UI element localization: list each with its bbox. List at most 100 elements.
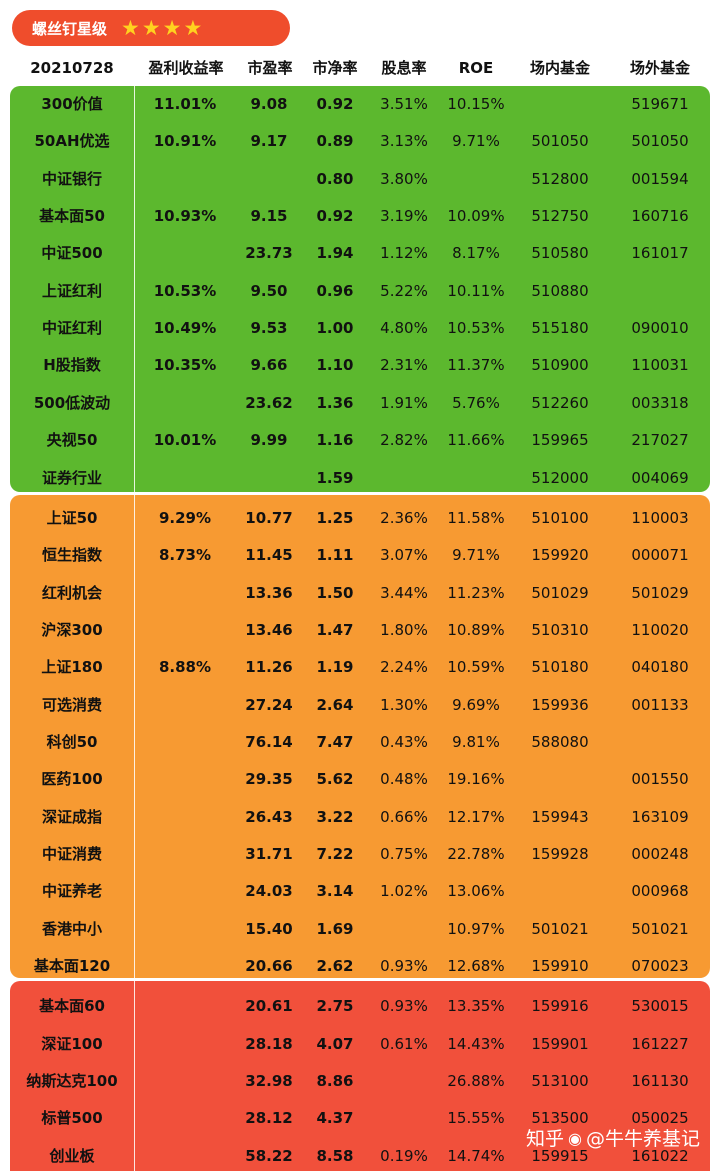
onexchange-fund: 159965: [531, 431, 589, 450]
dividend-yield: [368, 1100, 440, 1137]
dividend-yield: 2.31%: [380, 356, 428, 375]
table-row: H股指数 10.35% 9.66 1.10 2.31% 11.37% 510900 11003…: [0, 347, 720, 384]
onexchange-fund: 501029: [531, 583, 589, 602]
otc-fund: 050025: [631, 1109, 689, 1128]
index-name: 50AH优选: [34, 132, 110, 151]
roe-value: 10.59%: [447, 658, 505, 677]
onexchange-fund: 510100: [531, 508, 589, 527]
pb-value: 1.59: [316, 468, 354, 487]
earnings-yield: [138, 799, 232, 836]
earnings-yield: [138, 235, 232, 272]
pb-value: 2.62: [316, 957, 354, 976]
onexchange-fund: 510900: [531, 356, 589, 375]
otc-fund: [610, 724, 710, 761]
tier-red-block: [10, 981, 710, 1171]
pb-value: 1.11: [316, 546, 354, 565]
pb-value: 0.80: [316, 169, 354, 188]
pb-value: 1.16: [316, 431, 354, 450]
dividend-yield: [368, 460, 440, 497]
pb-value: 1.47: [316, 620, 354, 639]
pe-value: 20.61: [245, 997, 293, 1016]
table-row: 深证成指 26.43 3.22 0.66% 12.17% 159943 163109: [0, 799, 720, 836]
table-row: 创业板 58.22 8.58 0.19% 14.74% 159915 161022: [0, 1138, 720, 1175]
header-roe: ROE: [458, 59, 494, 77]
index-name: 医药100: [41, 770, 103, 789]
index-name: 300价值: [41, 95, 103, 113]
pb-value: 0.92: [316, 95, 354, 113]
otc-fund: 110020: [631, 620, 689, 639]
table-row: 可选消费 27.24 2.64 1.30% 9.69% 159936 001133: [0, 687, 720, 724]
earnings-yield: 9.29%: [158, 508, 212, 527]
table-header: 20210728 盈利收益率 市盈率 市净率 股息率 ROE 场内基金 场外基金: [0, 52, 720, 84]
camera-icon: ◉: [568, 1129, 582, 1148]
roe-value: 14.43%: [447, 1034, 505, 1053]
dividend-yield: 3.80%: [380, 169, 428, 188]
onexchange-fund: 159928: [531, 845, 589, 863]
onexchange-fund: 159915: [531, 1146, 589, 1165]
tier-orange-block: [10, 495, 710, 978]
earnings-yield: [138, 385, 232, 422]
earnings-yield: [138, 1063, 232, 1100]
dividend-yield: 2.82%: [380, 431, 428, 450]
watermark-platform: 知乎: [526, 1128, 565, 1150]
roe-value: 11.37%: [447, 356, 505, 375]
index-name: 深证成指: [41, 807, 102, 826]
index-name: 基本面50: [39, 207, 105, 226]
pe-value: 58.22: [245, 1146, 293, 1165]
dividend-yield: 1.91%: [380, 393, 428, 412]
index-name: 创业板: [49, 1146, 95, 1165]
earnings-yield: [138, 1026, 232, 1063]
index-name: 上证50: [46, 508, 98, 527]
otc-fund: 003318: [631, 393, 689, 412]
pb-value: 3.14: [316, 882, 354, 901]
index-name: 红利机会: [41, 583, 102, 602]
otc-fund: 001594: [631, 169, 689, 188]
table-row: 50AH优选 10.91% 9.17 0.89 3.13% 9.71% 501050 5010…: [0, 123, 720, 160]
pe-value: 20.66: [245, 957, 293, 976]
pb-value: 5.62: [316, 770, 354, 789]
earnings-yield: [138, 161, 232, 198]
earnings-yield: 11.01%: [153, 95, 217, 113]
roe-value: 9.71%: [452, 546, 500, 565]
roe-value: 9.69%: [452, 695, 500, 714]
otc-fund: 161227: [631, 1034, 689, 1053]
otc-fund: 217027: [631, 431, 689, 450]
otc-fund: 070023: [631, 957, 689, 976]
earnings-yield: 10.53%: [153, 281, 217, 300]
pb-value: 1.00: [316, 319, 354, 338]
onexchange-fund: 512260: [531, 393, 589, 412]
pe-value: 11.26: [245, 658, 293, 677]
index-name: 基本面60: [39, 997, 105, 1016]
dividend-yield: 1.12%: [380, 244, 428, 263]
index-name: 中证消费: [41, 845, 102, 863]
roe-value: 11.23%: [447, 583, 505, 602]
table-row: 沪深300 13.46 1.47 1.80% 10.89% 510310 110020: [0, 612, 720, 649]
table-row: 上证50 9.29% 10.77 1.25 2.36% 11.58% 510100 11000…: [0, 500, 720, 537]
pe-value: 11.45: [245, 546, 293, 565]
earnings-yield: 10.01%: [153, 431, 217, 450]
roe-value: 10.11%: [447, 281, 505, 300]
table-row: 红利机会 13.36 1.50 3.44% 11.23% 501029 501029: [0, 575, 720, 612]
index-name: 科创50: [46, 732, 98, 751]
dividend-yield: 0.61%: [380, 1034, 428, 1053]
dividend-yield: 0.48%: [380, 770, 428, 789]
onexchange-fund: 510310: [531, 620, 589, 639]
index-name: 上证180: [41, 658, 103, 677]
pe-value: 9.08: [250, 95, 288, 113]
onexchange-fund: 159901: [531, 1034, 589, 1053]
dividend-yield: 1.02%: [380, 882, 428, 901]
roe-value: 10.53%: [447, 319, 505, 338]
table-row: 纳斯达克100 32.98 8.86 26.88% 513100 161130: [0, 1063, 720, 1100]
pe-value: 27.24: [245, 695, 293, 714]
pb-value: 1.36: [316, 393, 354, 412]
pe-value: 76.14: [245, 732, 293, 751]
otc-fund: 001133: [631, 695, 689, 714]
earnings-yield: [138, 988, 232, 1025]
rating-label: 螺丝钉星级: [32, 19, 108, 38]
otc-fund: 004069: [631, 468, 689, 487]
table-row: 中证红利 10.49% 9.53 1.00 4.80% 10.53% 515180 09001…: [0, 310, 720, 347]
index-name: 纳斯达克100: [26, 1072, 118, 1091]
table-row: 中证养老 24.03 3.14 1.02% 13.06% 000968: [0, 873, 720, 910]
dividend-yield: 3.07%: [380, 546, 428, 565]
otc-fund: 161017: [631, 244, 689, 263]
